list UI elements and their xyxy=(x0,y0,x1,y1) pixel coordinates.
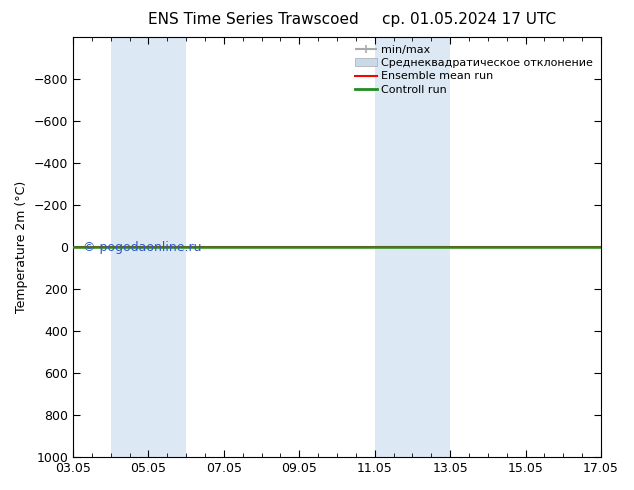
Y-axis label: Temperature 2m (°C): Temperature 2m (°C) xyxy=(15,181,28,313)
Text: ср. 01.05.2024 17 UTC: ср. 01.05.2024 17 UTC xyxy=(382,12,556,27)
Legend: min/max, Среднеквадратическое отклонение, Ensemble mean run, Controll run: min/max, Среднеквадратическое отклонение… xyxy=(351,40,598,99)
Bar xyxy=(111,37,186,457)
Text: © pogodaonline.ru: © pogodaonline.ru xyxy=(84,241,202,254)
Bar xyxy=(375,37,450,457)
Text: ENS Time Series Trawscoed: ENS Time Series Trawscoed xyxy=(148,12,359,27)
